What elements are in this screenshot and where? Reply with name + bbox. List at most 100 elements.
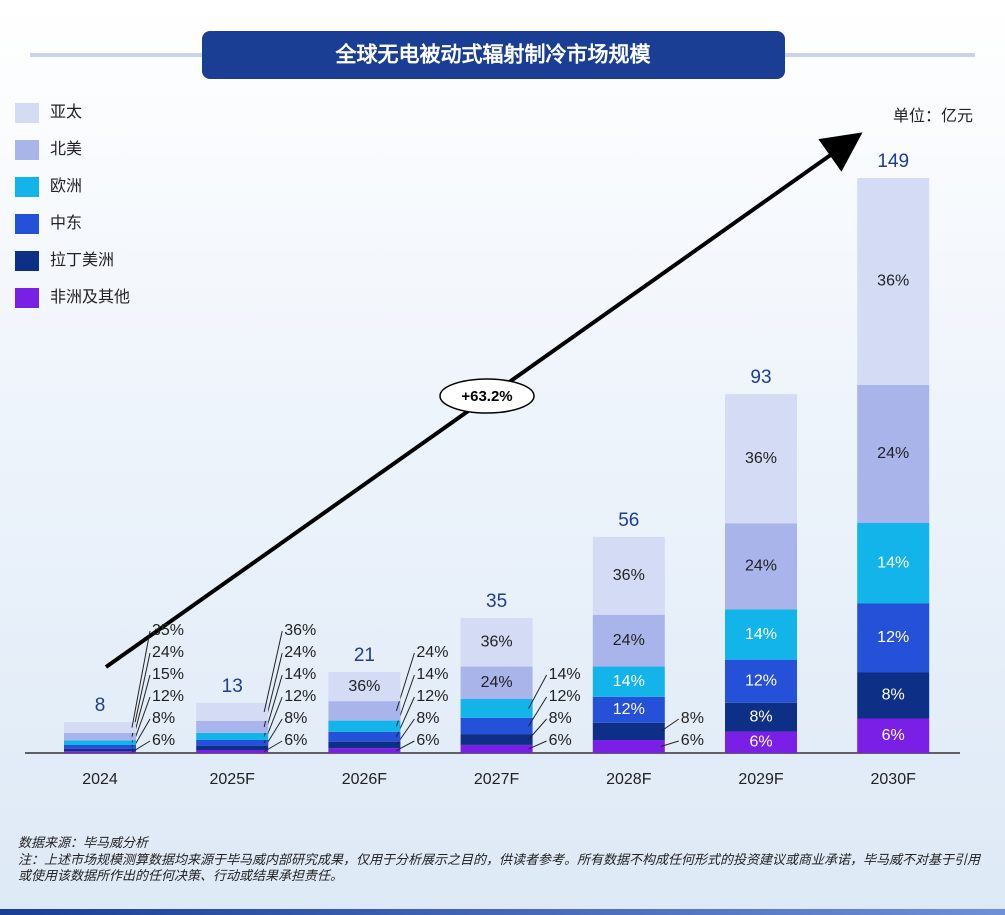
bar-segment xyxy=(196,732,269,740)
data-label: 12% xyxy=(549,688,581,705)
data-label: 6% xyxy=(152,732,175,749)
data-label: 8% xyxy=(284,710,307,727)
total-label: 56 xyxy=(618,510,639,531)
data-label: 36% xyxy=(877,273,909,290)
legend-label: 欧洲 xyxy=(50,177,82,195)
data-label: 35% xyxy=(152,622,184,639)
data-label: 15% xyxy=(152,666,184,683)
data-label: 24% xyxy=(613,632,645,649)
bar-segment xyxy=(592,722,665,741)
bar-segment xyxy=(725,609,797,660)
leader-line xyxy=(395,652,415,712)
growth-badge xyxy=(439,378,535,414)
growth-label: +63.2% xyxy=(461,388,512,405)
bar-segment xyxy=(460,698,533,718)
bar-segment xyxy=(857,385,930,523)
bar-segment xyxy=(196,702,269,721)
bar-segment xyxy=(328,720,401,732)
bar-segment xyxy=(64,751,136,753)
leader-line xyxy=(660,740,679,747)
data-label: 14% xyxy=(549,666,581,683)
leader-line xyxy=(528,696,548,727)
title-box xyxy=(202,31,785,79)
data-label: 14% xyxy=(613,673,645,690)
x-tick-label: 2024 xyxy=(82,771,118,788)
leader-line xyxy=(528,674,548,709)
data-label: 8% xyxy=(416,710,439,727)
data-label: 12% xyxy=(152,688,184,705)
leader-line xyxy=(528,740,547,750)
bar-segment xyxy=(857,523,930,604)
legend-label: 中东 xyxy=(50,214,82,232)
data-label: 6% xyxy=(284,732,307,749)
data-label: 8% xyxy=(152,710,175,727)
bar-segment xyxy=(328,741,401,749)
x-tick-label: 2029F xyxy=(738,771,784,788)
data-label: 24% xyxy=(284,644,316,661)
total-label: 21 xyxy=(354,645,375,666)
bar-segment xyxy=(328,748,401,753)
data-label: 36% xyxy=(481,633,513,650)
data-label: 12% xyxy=(613,701,645,718)
data-label: 8% xyxy=(549,710,572,727)
bar-segment xyxy=(460,734,533,745)
bar-segment xyxy=(460,744,533,753)
data-label: 6% xyxy=(416,732,439,749)
bar-segment xyxy=(196,739,269,746)
bar-segment xyxy=(460,717,533,735)
leader-line xyxy=(131,630,151,728)
legend-swatch xyxy=(15,214,39,234)
bar-segment xyxy=(857,178,930,385)
bar-segment xyxy=(725,659,797,703)
data-label: 6% xyxy=(749,733,772,750)
bar-segment xyxy=(196,720,269,733)
total-label: 8 xyxy=(95,695,106,716)
data-label: 14% xyxy=(284,666,316,683)
legend-label: 亚太 xyxy=(50,103,82,121)
x-tick-label: 2025F xyxy=(210,771,256,788)
data-label: 24% xyxy=(152,644,184,661)
total-label: 149 xyxy=(877,151,909,172)
bar-segment xyxy=(725,731,797,753)
x-tick-label: 2026F xyxy=(342,771,388,788)
unit-label: 单位：亿元 xyxy=(893,107,973,125)
bar-segment xyxy=(64,744,136,749)
legend-swatch xyxy=(15,103,39,123)
total-label: 13 xyxy=(222,676,243,697)
bar-segment xyxy=(725,702,797,732)
footer-bar xyxy=(0,909,1005,915)
bar-segment xyxy=(725,394,797,524)
data-label: 12% xyxy=(416,688,448,705)
bar-segment xyxy=(592,740,665,753)
bar-segment xyxy=(64,740,136,745)
data-label: 36% xyxy=(745,450,777,467)
data-label: 36% xyxy=(284,622,316,639)
x-tick-label: 2027F xyxy=(474,771,520,788)
chart-title: 全球无电被动式辐射制冷市场规模 xyxy=(335,43,652,67)
chart: 全球无电被动式辐射制冷市场规模 单位：亿元 +63.2% 亚太北美欧洲中东拉丁美… xyxy=(15,31,975,788)
data-label: 36% xyxy=(613,567,645,584)
data-label: 24% xyxy=(745,558,777,575)
legend-label: 北美 xyxy=(50,140,82,158)
legend-swatch xyxy=(15,251,39,271)
bar-segment xyxy=(328,671,401,702)
bar-segment xyxy=(460,666,533,699)
data-label: 36% xyxy=(348,678,380,695)
data-label: 24% xyxy=(416,644,448,661)
total-label: 35 xyxy=(486,591,507,612)
total-label: 93 xyxy=(750,367,771,388)
legend-label: 拉丁美洲 xyxy=(50,251,114,269)
data-label: 8% xyxy=(749,708,772,725)
bar-segment xyxy=(64,748,136,752)
bar-segment xyxy=(857,718,930,753)
leader-line xyxy=(660,718,680,732)
bar-segment xyxy=(592,666,665,697)
data-label: 12% xyxy=(745,672,777,689)
leader-line xyxy=(528,718,547,740)
data-label: 8% xyxy=(882,687,905,704)
bar-segment xyxy=(196,749,269,753)
x-tick-label: 2030F xyxy=(871,771,917,788)
data-label: 14% xyxy=(877,554,909,571)
legend-label: 非洲及其他 xyxy=(50,288,130,306)
data-label: 14% xyxy=(416,666,448,683)
